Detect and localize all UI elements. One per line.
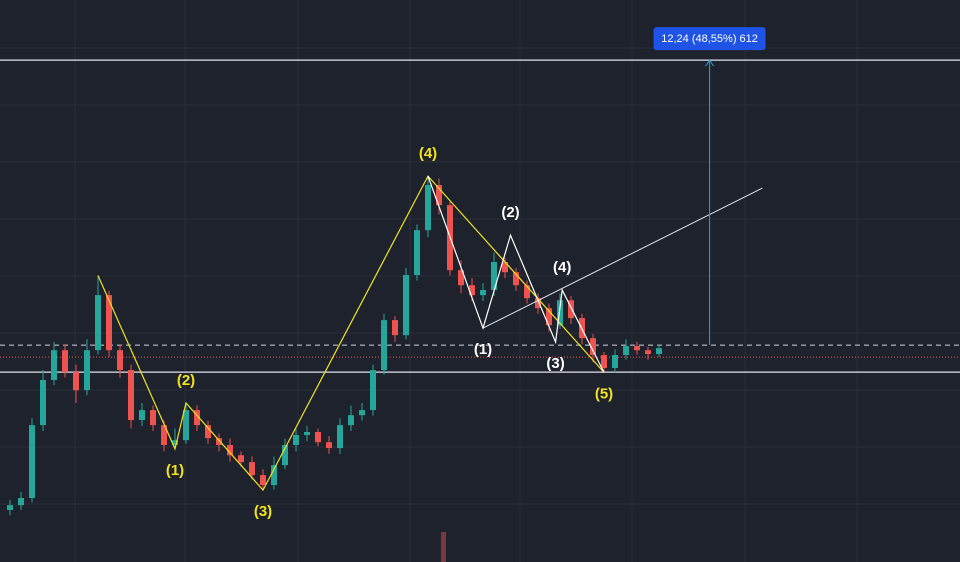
candle-body: [194, 410, 200, 426]
candle-body: [337, 425, 343, 449]
candle-body: [590, 338, 596, 356]
candle-body: [315, 432, 321, 443]
measure-label: 12,24 (48,55%) 612: [661, 33, 758, 45]
wave-label: (4): [553, 259, 571, 276]
candle-body: [645, 350, 651, 355]
candle-body: [304, 432, 310, 436]
volume-bar: [441, 532, 446, 562]
candle-body: [491, 262, 497, 291]
candle-body: [7, 505, 13, 511]
candle-body: [546, 308, 552, 326]
candle-body: [161, 425, 167, 446]
candle-body: [612, 355, 618, 369]
trend-line: [482, 187, 763, 329]
candle-body: [403, 275, 409, 336]
candle-body: [282, 445, 288, 466]
candle-body: [29, 425, 35, 499]
candle-body: [216, 438, 222, 446]
candle-body: [293, 435, 299, 446]
candle-body: [370, 370, 376, 411]
candle-body: [623, 346, 629, 356]
candle-body: [326, 442, 332, 449]
candle-body: [469, 285, 475, 296]
measure-arrow-head: [705, 59, 715, 67]
candle-body: [634, 346, 640, 351]
candle-body: [425, 185, 431, 231]
candle-body: [139, 410, 145, 421]
candle-body: [513, 272, 519, 286]
candle-body: [480, 290, 486, 296]
candle-body: [205, 425, 211, 439]
candle-body: [18, 498, 24, 506]
wave-label: (1): [166, 462, 184, 479]
wave-label: (4): [419, 145, 437, 162]
wave-line: [97, 175, 605, 492]
candle-body: [95, 295, 101, 351]
candle-body: [106, 295, 112, 351]
candle-body: [84, 350, 90, 391]
candle-body: [249, 462, 255, 476]
candle-body: [381, 320, 387, 371]
wave-label: (2): [177, 372, 195, 389]
candle-body: [271, 465, 277, 486]
candle-body: [436, 185, 442, 206]
wave-label: (3): [546, 355, 564, 372]
candle-body: [150, 410, 156, 426]
candle-body: [40, 380, 46, 426]
candle-body: [128, 370, 134, 421]
measure-label-box: [653, 27, 766, 51]
candle-body: [73, 372, 79, 391]
candle-body: [458, 270, 464, 286]
wave-label: (2): [501, 204, 519, 221]
candle-body: [348, 415, 354, 426]
candle-body: [172, 440, 178, 446]
candle-body: [238, 455, 244, 463]
candle-body: [183, 410, 189, 441]
wave-label: (5): [595, 385, 613, 402]
candle-body: [260, 475, 266, 486]
candle-body: [359, 410, 365, 416]
candle-body: [414, 230, 420, 276]
wave-label: (1): [474, 341, 492, 358]
candle-body: [568, 300, 574, 319]
candle-body: [502, 262, 508, 273]
candle-body: [524, 285, 530, 299]
candle-body: [392, 320, 398, 336]
wave-label: (3): [254, 503, 272, 520]
candle-body: [535, 298, 541, 309]
candle-body: [51, 350, 57, 381]
candle-body: [117, 350, 123, 371]
candle-body: [656, 348, 662, 355]
wave-line: [427, 175, 605, 373]
candle-body: [601, 355, 607, 369]
candle-body: [227, 445, 233, 456]
candle-body: [62, 350, 68, 373]
candle-body: [557, 300, 563, 326]
